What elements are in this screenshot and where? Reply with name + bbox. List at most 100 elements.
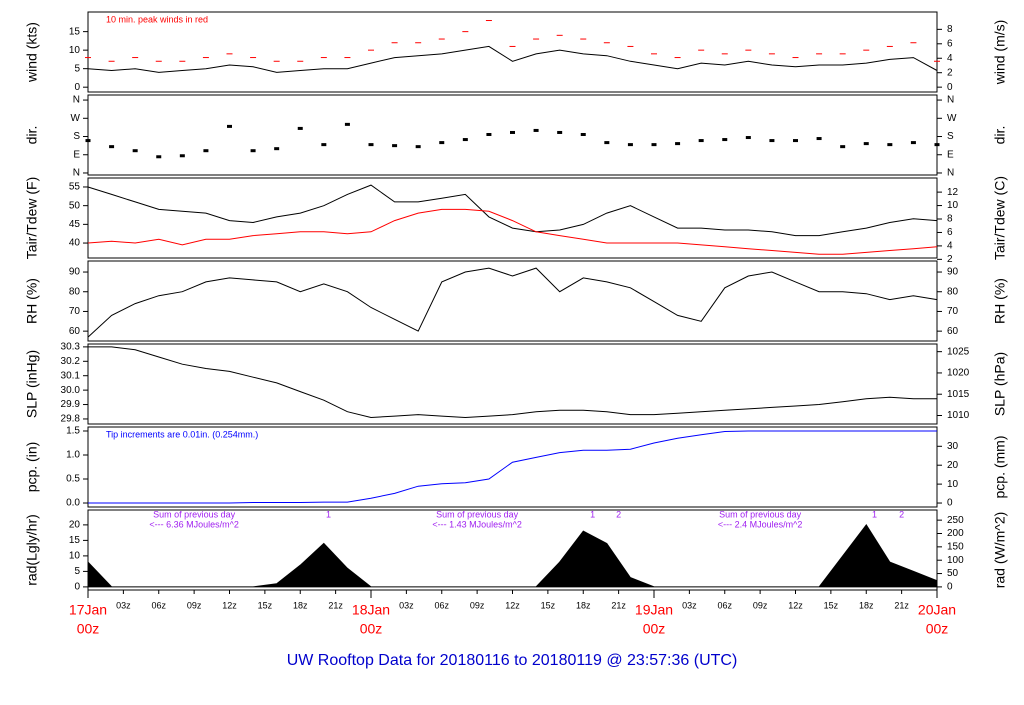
y-tick-label: 55 [69,182,81,193]
y2-tick-label: 4 [947,241,953,252]
data-line [87,184,938,237]
y-tick-label: 45 [69,219,81,230]
y-tick-label: 30.1 [61,370,81,381]
peak-label: 2 [616,509,621,519]
data-point [769,139,775,143]
annotation: Tip increments are 0.01in. (0.254mm.) [106,429,258,439]
x-tick-label: 06z [151,600,166,610]
data-point [722,138,728,142]
y2-tick-label: 20 [947,460,959,471]
peak-label: 1 [326,509,331,519]
data-point [910,141,916,145]
data-point [179,154,185,158]
data-point [392,144,398,148]
y2-tick-label: 10 [947,479,959,490]
y-tick-label: 0.5 [66,474,80,485]
data-point [510,130,515,134]
y-axis-label: pcp. (in) [24,442,40,493]
data-point [604,141,610,145]
y-tick-label: 30.3 [61,342,81,353]
panel-frame [87,177,938,259]
data-point [368,143,374,147]
y2-tick-label: 50 [947,568,959,579]
rad-note: <--- 2.4 MJoules/m^2 [718,519,803,529]
y-tick-label: N [73,95,80,106]
data-line [88,430,937,504]
data-point [344,122,350,126]
y-tick-label: 80 [69,286,81,297]
data-point [321,143,327,147]
peak-label: 2 [899,509,904,519]
data-point [533,128,539,132]
y-axis-label: dir. [24,126,40,145]
day-tick-sublabel: 00z [926,621,949,637]
y-axis-label: RH (%) [24,278,40,324]
y2-tick-label: 1010 [947,410,970,421]
panel-frame [87,94,938,176]
data-point [462,138,468,142]
day-tick-label: 20Jan [918,602,956,618]
day-tick-label: 17Jan [69,602,107,618]
data-point [227,124,232,128]
rad-note: <--- 6.36 MJoules/m^2 [149,519,239,529]
y2-tick-label: 200 [947,528,964,539]
peak-label: 1 [872,509,877,519]
y-tick-label: S [73,131,80,142]
x-tick-label: 21z [328,600,343,610]
panel-frame [87,11,938,93]
y-axis-label: wind (kts) [24,22,40,83]
data-point [109,145,115,149]
data-point [580,132,586,136]
rad-note: Sum of previous day [436,509,519,519]
x-tick-label: 21z [611,600,626,610]
y-tick-label: 29.8 [61,414,81,425]
day-tick-sublabel: 00z [360,621,383,637]
chart-title: UW Rooftop Data for 20180116 to 20180119… [287,652,738,669]
data-point [250,149,256,153]
x-tick-label: 09z [187,600,202,610]
x-tick-label: 12z [505,600,520,610]
x-tick-label: 03z [399,600,414,610]
y2-tick-label: W [947,113,957,124]
y-tick-label: N [73,168,80,179]
y-tick-label: E [73,149,80,160]
y2-tick-label: 1020 [947,368,970,379]
annotation: 10 min. peak winds in red [106,14,208,24]
y2-tick-label: 1025 [947,346,970,357]
y-tick-label: 90 [69,267,81,278]
y2-tick-label: 100 [947,555,964,566]
y2-tick-label: 60 [947,326,959,337]
data-point [793,139,798,143]
x-tick-label: 15z [824,600,839,610]
y-axis-label: rad(Lgly/hr) [24,514,40,586]
y-axis-label: SLP (inHg) [24,350,40,418]
data-point [132,149,138,153]
data-point [934,143,940,147]
data-point [156,155,162,159]
data-point [887,143,893,147]
y2-tick-label: 80 [947,286,959,297]
y2-tick-label: S [947,131,954,142]
y2-axis-label: dir. [992,126,1008,145]
y2-axis-label: rad (W/m^2) [992,512,1008,589]
data-point [745,136,751,140]
data-point [675,142,681,146]
y-tick-label: 5 [74,63,80,74]
data-point [698,139,704,143]
x-tick-label: 18z [293,600,308,610]
day-tick-sublabel: 00z [77,621,100,637]
day-tick-sublabel: 00z [643,621,666,637]
y-tick-label: 1.5 [66,426,80,437]
y2-tick-label: 0 [947,82,953,93]
data-point [816,137,822,141]
x-tick-label: 06z [717,600,732,610]
y2-axis-label: RH (%) [992,278,1008,324]
y-tick-label: 0 [74,582,80,593]
y2-tick-label: 6 [947,227,953,238]
y-tick-label: 15 [69,26,81,37]
y-tick-label: 5 [74,566,80,577]
y2-axis-label: SLP (hPa) [992,352,1008,416]
rad-note: <--- 1.43 MJoules/m^2 [432,519,522,529]
rad-note: Sum of previous day [719,509,802,519]
